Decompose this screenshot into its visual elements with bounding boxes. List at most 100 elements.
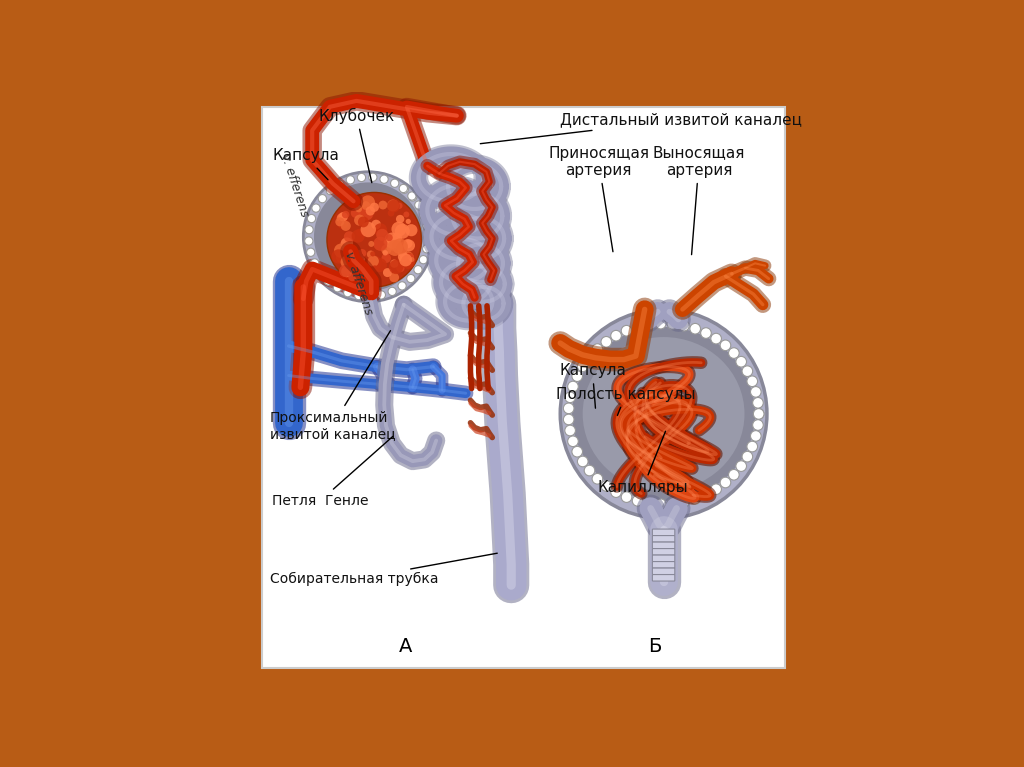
Circle shape [379, 201, 387, 209]
Circle shape [382, 253, 391, 263]
Circle shape [563, 414, 574, 425]
Circle shape [592, 473, 603, 484]
Circle shape [334, 243, 348, 258]
Circle shape [341, 221, 351, 231]
FancyBboxPatch shape [652, 529, 675, 535]
Circle shape [380, 175, 388, 183]
Circle shape [690, 324, 700, 334]
Circle shape [408, 254, 414, 260]
Circle shape [746, 376, 758, 387]
Circle shape [314, 183, 423, 291]
Circle shape [690, 494, 700, 505]
Text: А: А [398, 637, 413, 656]
Circle shape [400, 255, 415, 269]
Circle shape [423, 223, 431, 232]
Circle shape [403, 239, 413, 249]
FancyBboxPatch shape [652, 568, 675, 574]
Text: Проксимальный
извитой каналец: Проксимальный извитой каналец [269, 331, 395, 441]
Circle shape [354, 205, 361, 212]
Ellipse shape [583, 337, 744, 491]
Circle shape [610, 331, 622, 341]
Circle shape [420, 211, 428, 219]
Circle shape [610, 487, 622, 498]
Circle shape [644, 319, 654, 330]
Circle shape [389, 273, 399, 282]
Ellipse shape [572, 327, 755, 501]
Circle shape [366, 206, 375, 216]
Circle shape [601, 481, 611, 492]
FancyBboxPatch shape [652, 555, 675, 561]
Circle shape [386, 234, 393, 241]
Text: Петля  Генле: Петля Генле [272, 436, 393, 508]
Circle shape [754, 409, 764, 420]
Circle shape [679, 497, 689, 508]
Circle shape [355, 229, 364, 236]
Circle shape [742, 451, 753, 462]
Circle shape [325, 277, 333, 285]
Text: Капсула: Капсула [559, 364, 626, 408]
Circle shape [366, 292, 374, 301]
Circle shape [354, 291, 362, 300]
Circle shape [396, 215, 404, 223]
Circle shape [728, 347, 739, 358]
Circle shape [396, 242, 408, 253]
Circle shape [387, 199, 400, 212]
Circle shape [420, 212, 428, 221]
Circle shape [644, 498, 654, 509]
Circle shape [390, 179, 398, 187]
Circle shape [563, 403, 574, 413]
Circle shape [305, 225, 313, 234]
Circle shape [585, 466, 595, 476]
Text: Б: Б [648, 637, 662, 656]
Text: Собирательная трубка: Собирательная трубка [269, 553, 498, 586]
Circle shape [399, 253, 412, 266]
Circle shape [416, 202, 424, 210]
Circle shape [360, 222, 376, 237]
Circle shape [312, 204, 321, 212]
FancyBboxPatch shape [652, 548, 675, 555]
Circle shape [655, 499, 666, 509]
Ellipse shape [560, 309, 767, 518]
Circle shape [423, 245, 431, 253]
Circle shape [359, 256, 365, 262]
Circle shape [369, 241, 375, 247]
Circle shape [622, 492, 632, 502]
Circle shape [398, 281, 407, 290]
Circle shape [720, 477, 731, 488]
Circle shape [384, 232, 400, 249]
Circle shape [424, 233, 432, 242]
Text: Клубочек: Клубочек [318, 107, 394, 183]
Circle shape [406, 224, 418, 236]
FancyBboxPatch shape [652, 574, 675, 581]
Circle shape [565, 392, 575, 403]
Circle shape [409, 193, 417, 201]
Circle shape [700, 489, 712, 500]
Circle shape [567, 381, 579, 392]
Circle shape [372, 219, 381, 229]
Circle shape [396, 264, 404, 272]
Circle shape [419, 255, 427, 264]
Circle shape [358, 249, 367, 257]
Circle shape [396, 202, 402, 209]
Circle shape [632, 495, 643, 506]
Circle shape [700, 328, 712, 338]
Circle shape [403, 212, 410, 218]
Circle shape [667, 318, 678, 329]
Circle shape [354, 268, 368, 282]
Circle shape [754, 409, 764, 420]
Circle shape [592, 344, 603, 354]
Text: Капилляры: Капилляры [598, 431, 688, 495]
Circle shape [351, 208, 360, 218]
Circle shape [407, 275, 415, 283]
Circle shape [753, 397, 763, 408]
Circle shape [565, 425, 575, 436]
Circle shape [403, 255, 415, 266]
Text: v. afferens: v. afferens [342, 250, 375, 317]
Circle shape [571, 370, 583, 381]
Circle shape [585, 352, 595, 363]
Circle shape [372, 265, 379, 272]
Circle shape [567, 436, 579, 446]
Circle shape [392, 239, 408, 254]
Text: v. efferens: v. efferens [278, 153, 310, 219]
Circle shape [357, 216, 369, 227]
